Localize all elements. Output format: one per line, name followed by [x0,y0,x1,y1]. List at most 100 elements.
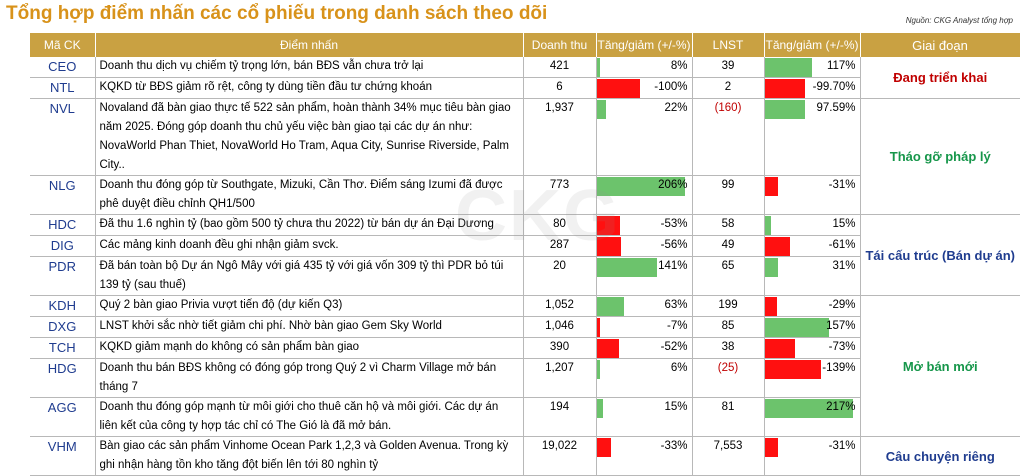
revenue-change-cell-value: 8% [670,60,688,72]
revenue-change-cell-value: 6% [670,362,688,374]
profit-cell: 49 [692,235,765,257]
stage-cell: Đang triển khai [860,57,1020,99]
revenue-change-cell-bar [596,438,611,457]
highlight-cell: Bàn giao các sản phẩm Vinhome Ocean Park… [95,436,524,476]
stage-cell: Mở bán mới [860,295,1020,437]
table-row: DIG Các mảng kinh doanh đều ghi nhận giảm… [30,235,1020,257]
table-row: KDH Quý 2 bàn giao Privia vượt tiến độ (d… [30,295,1020,437]
header-ticker: Mã CK [30,33,96,57]
revenue-change-cell-bar [596,360,600,379]
revenue-cell: 194 [523,397,597,437]
table-row: NLG Doanh thu đóng góp từ Southgate, Mizu… [30,175,1020,215]
revenue-change-cell-value: -56% [660,239,688,251]
ticker-cell: DIG [30,235,96,257]
revenue-change-cell: -33% [596,436,693,476]
ticker-cell: VHM [30,436,96,476]
profit-change-cell-bar [764,339,795,358]
revenue-change-cell-value: 63% [664,299,688,311]
highlight-cell: KQKD từ BĐS giảm rõ rệt, công ty dùng ti… [95,77,524,99]
revenue-change-cell: 6% [596,358,693,398]
revenue-change-cell: 206% [596,175,693,215]
profit-change-cell-value: 157% [826,320,856,332]
profit-change-cell-value: -73% [828,341,856,353]
revenue-change-cell-bar [596,399,603,418]
revenue-change-cell-bar [596,297,624,316]
revenue-cell: 19,022 [523,436,597,476]
highlight-cell: Doanh thu dịch vụ chiếm tỷ trọng lớn, bá… [95,57,524,78]
highlight-cell: Các mảng kinh doanh đều ghi nhận giảm sv… [95,235,524,257]
profit-change-cell-value: -61% [828,239,856,251]
revenue-change-cell-value: -7% [667,320,688,332]
highlight-cell: Doanh thu bán BĐS không có đóng góp tron… [95,358,524,398]
profit-change-cell-value: -31% [828,440,856,452]
revenue-change-cell-bar [596,177,685,196]
revenue-cell: 20 [523,256,597,296]
revenue-cell: 421 [523,57,597,78]
table-row: AGG Doanh thu đóng góp mạnh từ môi giới c… [30,397,1020,437]
revenue-change-cell: 22% [596,98,693,176]
revenue-cell: 80 [523,214,597,236]
profit-cell: 85 [692,316,765,338]
revenue-change-cell: -100% [596,77,693,99]
revenue-change-cell: -7% [596,316,693,338]
profit-change-cell-bar [764,438,778,457]
table-row: CEO Doanh thu dịch vụ chiếm tỷ trọng lớn,… [30,57,1020,99]
table-row: DXG LNST khởi sắc nhờ tiết giảm chi phí. … [30,316,1020,338]
table-row: HDG Doanh thu bán BĐS không có đóng góp t… [30,358,1020,398]
header-stage: Giai đoạn [860,33,1021,57]
ticker-cell: NVL [30,98,96,176]
profit-change-cell: 15% [764,214,861,236]
header-profit: LNST [692,33,765,57]
table-row: NVL Novaland đã bàn giao thực tế 522 sản … [30,98,1020,215]
profit-cell: 39 [692,57,765,78]
revenue-cell: 287 [523,235,597,257]
ticker-cell: DXG [30,316,96,338]
stage-cell: Tháo gỡ pháp lý [860,98,1020,215]
revenue-cell: 773 [523,175,597,215]
revenue-change-cell-bar [596,79,640,98]
revenue-change-cell-value: -53% [660,218,688,230]
ticker-cell: PDR [30,256,96,296]
profit-change-cell-value: -139% [822,362,856,374]
revenue-change-cell: 15% [596,397,693,437]
profit-change-cell-bar [764,399,853,418]
revenue-cell: 6 [523,77,597,99]
stock-highlights-table: Mã CK Điểm nhấn Doanh thu Tăng/giảm (+/-… [30,33,1021,476]
header-revenue: Doanh thu [523,33,597,57]
table-row: NTL KQKD từ BĐS giảm rõ rệt, công ty dùng… [30,77,1020,99]
revenue-change-cell: -53% [596,214,693,236]
revenue-cell: 1,207 [523,358,597,398]
profit-change-cell-value: 97.59% [816,102,856,114]
profit-change-cell: 157% [764,316,861,338]
highlight-cell: LNST khởi sắc nhờ tiết giảm chi phí. Nhờ… [95,316,524,338]
revenue-change-cell: 63% [596,295,693,317]
profit-change-cell-value: 117% [826,60,856,72]
profit-change-cell-bar [764,318,829,337]
profit-change-cell-bar [764,258,778,277]
revenue-change-cell-value: -100% [654,81,688,93]
table-row: PDR Đã bán toàn bộ Dự án Ngô Mây với giá … [30,256,1020,296]
stage-cell: Tái cấu trúc (Bán dự án) [860,214,1020,296]
table-row: HDC Đã thu 1.6 nghìn tỷ (bao gồm 500 tỷ c… [30,214,1020,296]
revenue-change-cell-bar [596,339,619,358]
profit-cell: 81 [692,397,765,437]
profit-change-cell-value: -31% [828,179,856,191]
ticker-cell: AGG [30,397,96,437]
profit-change-cell-bar [764,297,777,316]
revenue-change-cell: 141% [596,256,693,296]
profit-change-cell-bar [764,360,821,379]
ticker-cell: CEO [30,57,96,78]
revenue-change-cell-bar [596,318,600,337]
profit-cell: 7,553 [692,436,765,476]
highlight-cell: Doanh thu đóng góp mạnh từ môi giới cho … [95,397,524,437]
revenue-change-cell-value: 141% [658,260,688,272]
table-header-row: Mã CK Điểm nhấn Doanh thu Tăng/giảm (+/-… [30,33,1021,57]
header-highlight: Điểm nhấn [95,33,524,57]
profit-change-cell-bar [764,58,812,77]
revenue-change-cell-bar [596,258,657,277]
ticker-cell: KDH [30,295,96,317]
profit-cell: 199 [692,295,765,317]
highlight-cell: KQKD giảm mạnh do không có sản phẩm bàn … [95,337,524,359]
profit-change-cell-bar [764,216,771,235]
profit-change-cell: 117% [764,57,861,78]
